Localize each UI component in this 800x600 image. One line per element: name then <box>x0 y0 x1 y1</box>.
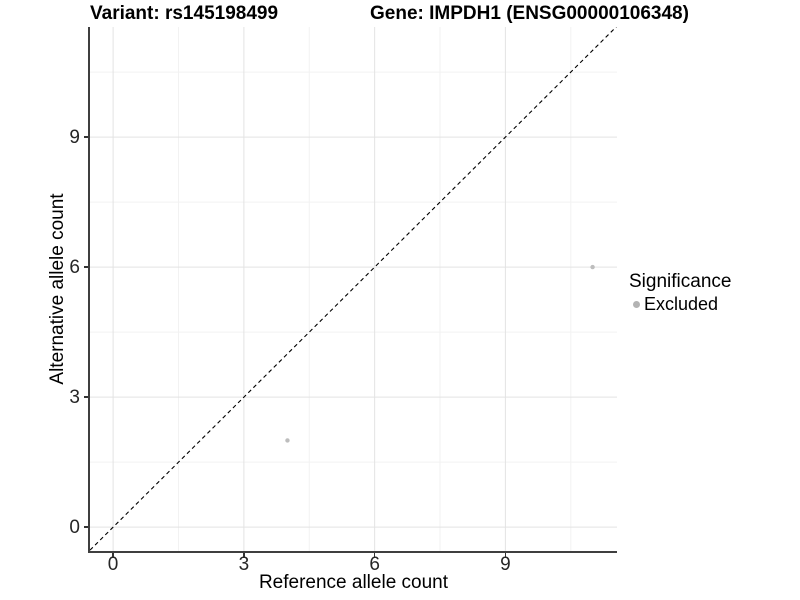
legend-item-label: Excluded <box>644 294 719 314</box>
y-tick-mark <box>83 266 88 268</box>
x-tick-mark <box>112 553 114 558</box>
plot-area-svg <box>90 27 617 551</box>
x-tick-label: 9 <box>500 554 511 575</box>
y-axis-title: Alternative allele count <box>47 193 68 385</box>
y-tick-mark <box>83 396 88 398</box>
x-tick-label: 0 <box>107 554 119 575</box>
legend-key-point-icon <box>633 301 640 308</box>
x-tick-label: 6 <box>369 554 380 575</box>
plot-title-gene: Gene: IMPDH1 (ENSG00000106348) <box>370 3 689 24</box>
identity-line <box>90 27 617 551</box>
legend-title: Significance <box>629 271 732 292</box>
x-axis-title: Reference allele count <box>258 572 449 593</box>
data-point <box>590 264 595 270</box>
y-tick-mark <box>83 526 88 528</box>
y-tick-label: 6 <box>69 256 80 278</box>
x-tick-mark <box>504 553 507 558</box>
plot-title-variant: Variant: rs145198499 <box>90 3 279 24</box>
data-point <box>285 438 290 443</box>
plot-panel <box>88 27 617 553</box>
y-tick-mark <box>83 136 88 138</box>
x-tick-label: 3 <box>238 554 250 575</box>
y-tick-label: 0 <box>69 516 80 538</box>
x-tick-mark <box>243 553 245 558</box>
legend-item: Excluded <box>633 294 731 315</box>
x-tick-mark <box>373 553 376 558</box>
legend: Significance Excluded <box>629 271 731 315</box>
legend-items: Excluded <box>629 294 731 315</box>
y-tick-label: 3 <box>69 386 80 408</box>
y-tick-label: 9 <box>69 126 80 148</box>
